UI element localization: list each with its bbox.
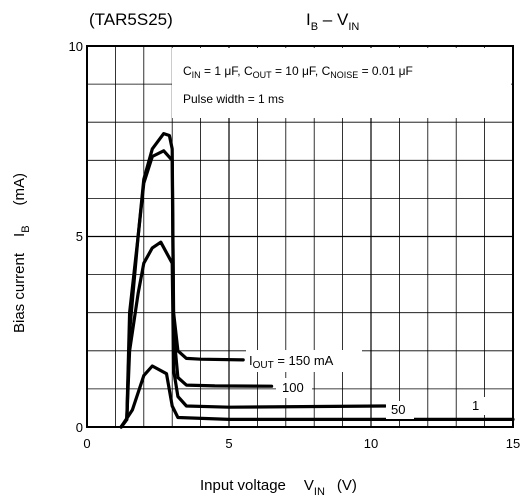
series-label-1: 1: [472, 398, 479, 413]
conditions-box: [172, 48, 511, 118]
series-label-bg-100: [276, 378, 312, 398]
series-line-iout-1ma: [119, 364, 515, 429]
plot-frame: [86, 45, 514, 428]
conditions-line-2: Pulse width = 1 ms: [183, 92, 284, 106]
x-tick-label: 10: [364, 436, 378, 451]
x-tick-label: 0: [83, 436, 90, 451]
x-tick-labels: 0 5 10 15: [83, 436, 520, 451]
chart-title-main: IB – VIN: [306, 10, 359, 33]
series-label-150: IOUT = 150 mA: [249, 353, 334, 371]
x-tick-label: 15: [506, 436, 520, 451]
series-label-bg-1: [467, 397, 489, 415]
series-line-iout-100ma: [119, 149, 274, 429]
series-label-50: 50: [391, 402, 405, 417]
x-tick-label: 5: [225, 436, 232, 451]
y-axis-label: Bias currentIB(mA): [11, 173, 32, 333]
y-tick-label: 10: [69, 39, 83, 54]
series-label-bg-150: [246, 350, 362, 372]
series-label-bg-50: [386, 401, 414, 419]
series-line-iout-50ma: [119, 240, 387, 429]
x-axis-label: Input voltage VIN (V): [200, 477, 357, 498]
y-tick-label: 5: [76, 229, 83, 244]
conditions-line-1: CIN = 1 μF, COUT = 10 μF, CNOISE = 0.01 …: [183, 64, 413, 80]
y-tick-label: 0: [76, 420, 83, 435]
series-group: [119, 132, 515, 429]
series-label-100: 100: [282, 380, 304, 395]
y-tick-labels: 0 5 10: [69, 39, 83, 435]
chart-title-device: (TAR5S25): [89, 10, 173, 29]
